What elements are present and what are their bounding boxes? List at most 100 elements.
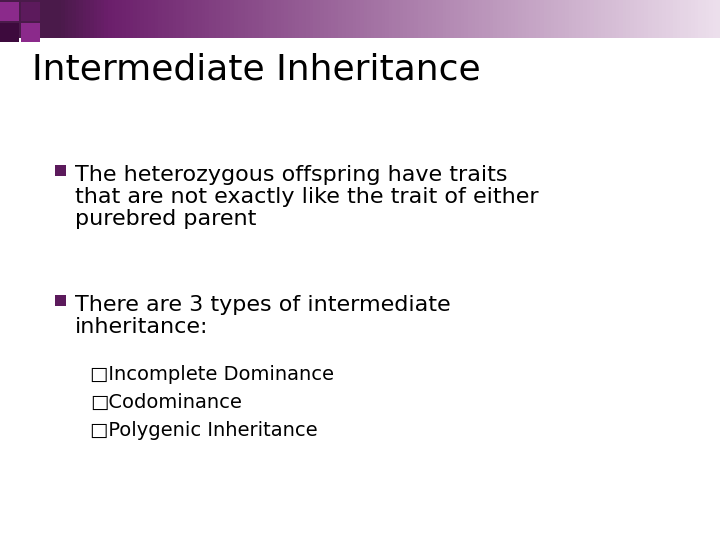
Bar [21, 23, 40, 42]
Bar [256, 0, 260, 38]
Bar [652, 0, 656, 38]
Bar [529, 0, 534, 38]
Text: □Polygenic Inheritance: □Polygenic Inheritance [90, 421, 318, 440]
Bar [644, 0, 649, 38]
Bar [198, 0, 202, 38]
Bar [605, 0, 609, 38]
Bar [320, 0, 325, 38]
Bar [284, 0, 289, 38]
Bar [392, 0, 397, 38]
Bar [407, 0, 411, 38]
Bar [475, 0, 480, 38]
Bar [220, 0, 224, 38]
Bar [428, 0, 433, 38]
Bar [317, 0, 321, 38]
Bar [180, 0, 184, 38]
Bar [666, 0, 670, 38]
Bar [533, 0, 537, 38]
Bar [360, 0, 364, 38]
Bar [216, 0, 220, 38]
Bar [245, 0, 249, 38]
Bar [410, 0, 415, 38]
Bar [342, 0, 346, 38]
Bar [472, 0, 476, 38]
Bar [508, 0, 512, 38]
Bar [356, 0, 361, 38]
Bar [511, 0, 516, 38]
Bar [400, 0, 404, 38]
Bar [590, 0, 595, 38]
Bar [97, 0, 102, 38]
Bar [248, 0, 253, 38]
Bar [43, 0, 48, 38]
Bar [670, 0, 674, 38]
Bar [133, 0, 138, 38]
Bar [349, 0, 354, 38]
Bar [551, 0, 555, 38]
Bar [396, 0, 400, 38]
Bar [482, 0, 487, 38]
Bar [169, 0, 174, 38]
Bar [425, 0, 429, 38]
Bar [166, 0, 170, 38]
Bar [65, 0, 69, 38]
Bar [371, 0, 375, 38]
Bar [126, 0, 130, 38]
Bar [385, 0, 390, 38]
Bar [299, 0, 303, 38]
Bar [378, 0, 382, 38]
Bar [11, 0, 15, 38]
Bar [54, 0, 58, 38]
Bar [130, 0, 134, 38]
Bar [79, 0, 84, 38]
Bar [540, 0, 544, 38]
Bar [306, 0, 310, 38]
Bar [90, 0, 94, 38]
Text: inheritance:: inheritance: [75, 317, 209, 337]
Bar [119, 0, 123, 38]
Bar [554, 0, 559, 38]
Bar [713, 0, 717, 38]
Bar [0, 23, 19, 42]
Bar [335, 0, 339, 38]
Bar [673, 0, 678, 38]
Bar [389, 0, 393, 38]
Bar [382, 0, 386, 38]
Bar [4, 0, 8, 38]
Bar [688, 0, 692, 38]
Bar [40, 0, 44, 38]
Bar [414, 0, 418, 38]
Bar [173, 0, 177, 38]
Bar [184, 0, 188, 38]
Bar [22, 0, 26, 38]
Bar [562, 0, 566, 38]
Bar [86, 0, 91, 38]
Bar [194, 0, 199, 38]
Bar [76, 0, 80, 38]
Bar [457, 0, 462, 38]
Bar [72, 0, 76, 38]
Bar [191, 0, 195, 38]
Bar [209, 0, 213, 38]
Bar [58, 0, 62, 38]
Bar [295, 0, 300, 38]
Bar [680, 0, 685, 38]
Bar [83, 0, 87, 38]
Bar [14, 0, 19, 38]
Bar [292, 0, 296, 38]
Bar [547, 0, 552, 38]
Bar [158, 0, 163, 38]
Bar [464, 0, 469, 38]
Bar [104, 0, 109, 38]
Bar [446, 0, 451, 38]
Bar [238, 0, 242, 38]
Bar [112, 0, 116, 38]
Bar [205, 0, 210, 38]
Bar [439, 0, 444, 38]
Bar [619, 0, 624, 38]
Bar [29, 0, 33, 38]
Bar [259, 0, 264, 38]
Bar [490, 0, 494, 38]
Bar [364, 0, 368, 38]
Bar [270, 0, 274, 38]
